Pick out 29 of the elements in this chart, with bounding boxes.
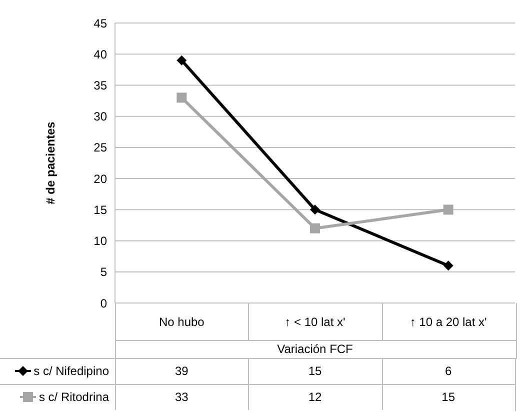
y-axis-title: # de pacientes — [43, 121, 58, 204]
y-tick-label: 10 — [94, 234, 108, 248]
y-tick-label: 5 — [100, 265, 108, 280]
y-tick-label: 15 — [94, 202, 108, 217]
x-axis-title: Variación FCF — [115, 340, 515, 358]
y-tick-label: 25 — [94, 140, 108, 155]
data-label: 33 — [174, 389, 190, 406]
data-label: 12 — [307, 389, 323, 406]
x-tick-label: ↑ 10 a 20 lat x' — [408, 314, 488, 330]
legend-label: s c/ Nifedipino — [34, 364, 109, 378]
data-label: 15 — [440, 389, 456, 406]
point — [310, 204, 320, 215]
point — [310, 223, 320, 234]
point — [443, 204, 454, 215]
point — [443, 260, 454, 271]
legend-label: s c/ Ritodrina — [38, 390, 109, 404]
y-tick-label: 20 — [94, 172, 108, 186]
point — [176, 55, 187, 66]
point — [176, 92, 187, 103]
y-tick-label: 40 — [94, 47, 108, 62]
y-tick-label: 30 — [94, 110, 108, 124]
y-tick-label: 45 — [94, 16, 108, 30]
data-label: 39 — [174, 363, 190, 380]
x-tick-label: No hubo — [158, 314, 206, 330]
data-label: 15 — [307, 363, 323, 380]
data-label: 6 — [444, 363, 453, 380]
y-tick-label: 0 — [100, 296, 108, 310]
y-tick-label: 35 — [94, 78, 108, 92]
x-tick-label: ↑ < 10 lat x' — [284, 314, 346, 330]
